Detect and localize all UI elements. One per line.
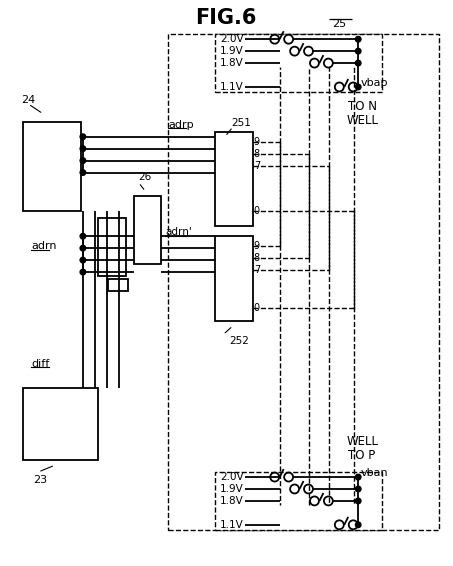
- Circle shape: [80, 170, 86, 175]
- Text: 1.8V: 1.8V: [220, 496, 244, 506]
- Circle shape: [356, 474, 361, 480]
- Circle shape: [80, 258, 86, 263]
- Text: 26: 26: [139, 171, 152, 182]
- Text: 7: 7: [254, 161, 260, 170]
- Text: diff: diff: [31, 359, 49, 368]
- Text: 1.9V: 1.9V: [220, 484, 244, 494]
- Text: 24: 24: [21, 95, 35, 105]
- Text: 25: 25: [332, 19, 347, 29]
- Text: WELL: WELL: [346, 114, 378, 127]
- Circle shape: [356, 498, 361, 504]
- Text: 0: 0: [254, 303, 260, 313]
- Bar: [108, 279, 128, 291]
- Text: 9: 9: [254, 137, 260, 147]
- Bar: [215, 34, 382, 92]
- Text: 252: 252: [229, 336, 249, 346]
- Text: vban: vban: [361, 468, 389, 478]
- Text: 23: 23: [33, 475, 47, 485]
- Circle shape: [356, 36, 361, 42]
- Text: 1.9V: 1.9V: [220, 46, 244, 56]
- Text: 8: 8: [254, 149, 260, 158]
- Text: TO P: TO P: [348, 449, 376, 462]
- Bar: [98, 218, 125, 276]
- Text: adrp: adrp: [169, 120, 194, 130]
- Text: 7: 7: [254, 265, 260, 275]
- Text: 251: 251: [231, 118, 251, 128]
- Circle shape: [356, 48, 361, 54]
- Circle shape: [80, 269, 86, 275]
- Bar: [215, 236, 253, 321]
- Text: adrn': adrn': [165, 228, 192, 237]
- Circle shape: [356, 486, 361, 492]
- Circle shape: [80, 246, 86, 251]
- Circle shape: [356, 522, 361, 528]
- Text: TO N: TO N: [348, 100, 377, 113]
- Circle shape: [80, 146, 86, 152]
- Text: FIG.6: FIG.6: [195, 8, 257, 28]
- Text: 0: 0: [254, 207, 260, 216]
- Text: 1.8V: 1.8V: [220, 58, 244, 68]
- Bar: [23, 388, 98, 460]
- Text: 1.1V: 1.1V: [220, 520, 244, 530]
- Bar: [134, 196, 161, 264]
- Circle shape: [80, 134, 86, 139]
- Text: 1.1V: 1.1V: [220, 82, 244, 92]
- Bar: [169, 34, 439, 530]
- Circle shape: [356, 84, 361, 90]
- Text: WELL: WELL: [346, 435, 378, 448]
- Bar: [23, 122, 81, 211]
- Text: 2.0V: 2.0V: [220, 472, 244, 482]
- Bar: [215, 472, 382, 530]
- Text: vbap: vbap: [361, 78, 389, 88]
- Circle shape: [80, 158, 86, 164]
- Text: 2.0V: 2.0V: [220, 34, 244, 44]
- Bar: [215, 132, 253, 226]
- Text: 8: 8: [254, 253, 260, 263]
- Circle shape: [356, 61, 361, 66]
- Circle shape: [80, 233, 86, 239]
- Text: 9: 9: [254, 241, 260, 251]
- Text: adrn: adrn: [31, 241, 57, 251]
